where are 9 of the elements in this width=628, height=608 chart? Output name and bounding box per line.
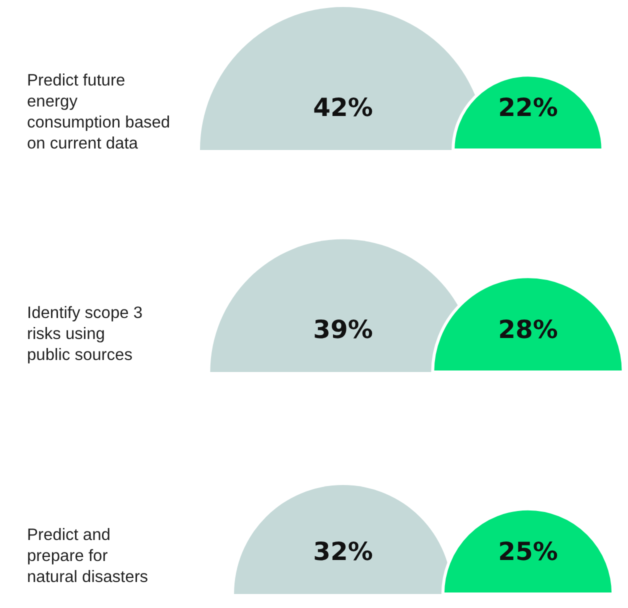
data-label: 28% [498,315,558,344]
data-label: 39% [313,315,373,344]
category-label: Predict future energy consumption based on current data [27,72,170,152]
data-label: 32% [313,537,373,566]
data-label: 42% [313,93,373,122]
data-label: 25% [498,537,558,566]
category-label: Identify scope 3 risks using public sources [27,304,143,364]
data-label: 22% [498,93,558,122]
category-label: Predict and prepare for natural disasters [27,526,148,586]
